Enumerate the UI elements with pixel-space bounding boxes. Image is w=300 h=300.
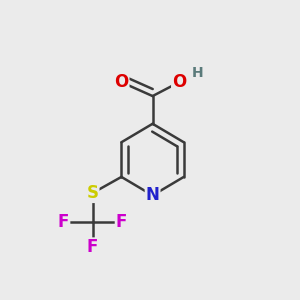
Text: S: S	[86, 184, 98, 202]
Text: N: N	[146, 186, 160, 204]
Text: O: O	[114, 73, 128, 91]
Text: F: F	[87, 238, 98, 256]
Text: F: F	[116, 213, 127, 231]
Text: F: F	[58, 213, 69, 231]
Text: H: H	[192, 66, 203, 80]
Text: O: O	[172, 73, 186, 91]
